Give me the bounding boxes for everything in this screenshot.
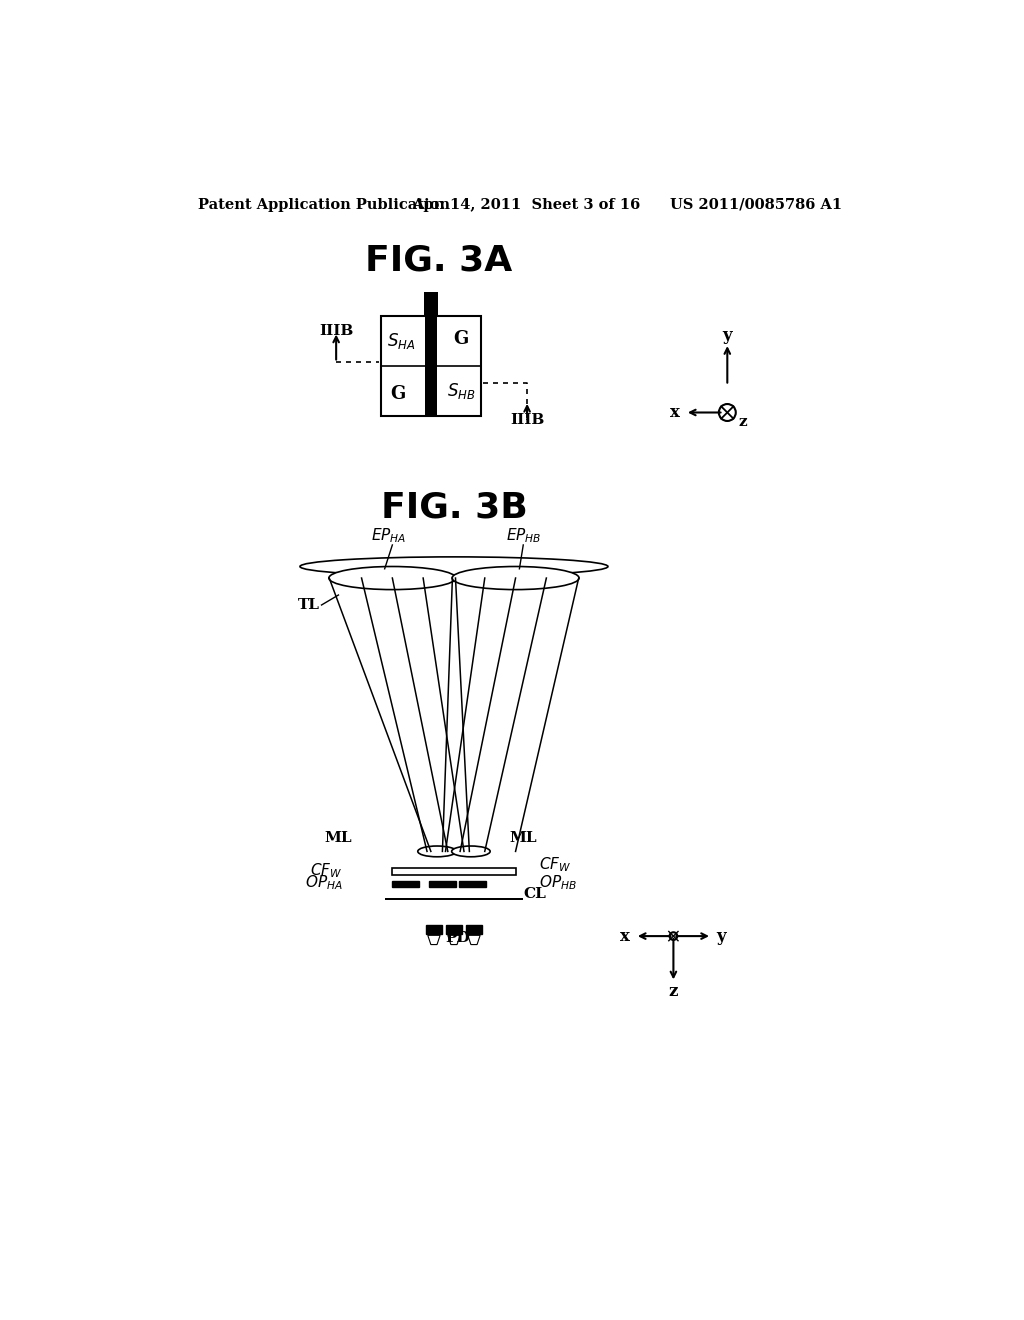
Bar	[446, 924, 462, 933]
Text: IIIB: IIIB	[318, 323, 353, 338]
Bar	[424, 367, 438, 391]
Bar	[466, 924, 481, 933]
Bar	[460, 880, 486, 887]
Polygon shape	[447, 936, 460, 945]
Text: IIIB: IIIB	[510, 413, 545, 428]
Text: y: y	[717, 928, 726, 945]
Bar	[431, 317, 481, 367]
Text: FIG. 3A: FIG. 3A	[365, 244, 512, 277]
Bar	[424, 292, 438, 317]
Text: FIG. 3B: FIG. 3B	[381, 490, 527, 524]
Bar	[431, 367, 481, 416]
Text: PD: PD	[445, 932, 470, 945]
Bar	[381, 367, 431, 416]
Text: z: z	[669, 983, 678, 1001]
Bar	[426, 924, 441, 933]
Text: G: G	[454, 330, 469, 347]
Bar	[431, 317, 481, 367]
Text: Apr. 14, 2011  Sheet 3 of 16: Apr. 14, 2011 Sheet 3 of 16	[412, 198, 640, 211]
Bar	[425, 317, 437, 367]
Ellipse shape	[329, 566, 456, 590]
Text: $OP_{HA}$: $OP_{HA}$	[304, 874, 342, 892]
Text: $OP_{HB}$: $OP_{HB}$	[539, 874, 577, 892]
Text: $EP_{HB}$: $EP_{HB}$	[506, 527, 541, 545]
Polygon shape	[468, 936, 480, 945]
Bar	[425, 367, 437, 416]
Ellipse shape	[452, 846, 490, 857]
Text: $CF_W$: $CF_W$	[310, 862, 342, 880]
Bar	[429, 880, 456, 887]
Bar	[392, 880, 419, 887]
Bar	[381, 367, 431, 416]
Text: Patent Application Publication: Patent Application Publication	[199, 198, 451, 211]
Text: ML: ML	[510, 830, 537, 845]
Polygon shape	[428, 936, 440, 945]
Text: TL: TL	[298, 598, 321, 612]
Text: x: x	[620, 928, 630, 945]
Bar	[385, 899, 523, 900]
Text: x: x	[670, 404, 680, 421]
Text: $EP_{HA}$: $EP_{HA}$	[371, 527, 407, 545]
Text: ML: ML	[325, 830, 352, 845]
Text: $S_{HA}$: $S_{HA}$	[387, 331, 415, 351]
Bar	[431, 367, 481, 416]
Text: z: z	[739, 414, 748, 429]
Text: y: y	[723, 327, 732, 345]
Bar	[381, 317, 481, 416]
Ellipse shape	[418, 846, 457, 857]
Bar	[381, 317, 431, 367]
Bar	[381, 317, 431, 367]
Polygon shape	[424, 317, 431, 367]
Bar	[392, 869, 515, 875]
Text: US 2011/0085786 A1: US 2011/0085786 A1	[670, 198, 842, 211]
Text: G: G	[391, 385, 406, 403]
Text: CL: CL	[523, 887, 546, 900]
Text: $S_{HB}$: $S_{HB}$	[446, 381, 475, 401]
Text: $CF_W$: $CF_W$	[539, 855, 571, 874]
Ellipse shape	[452, 566, 580, 590]
